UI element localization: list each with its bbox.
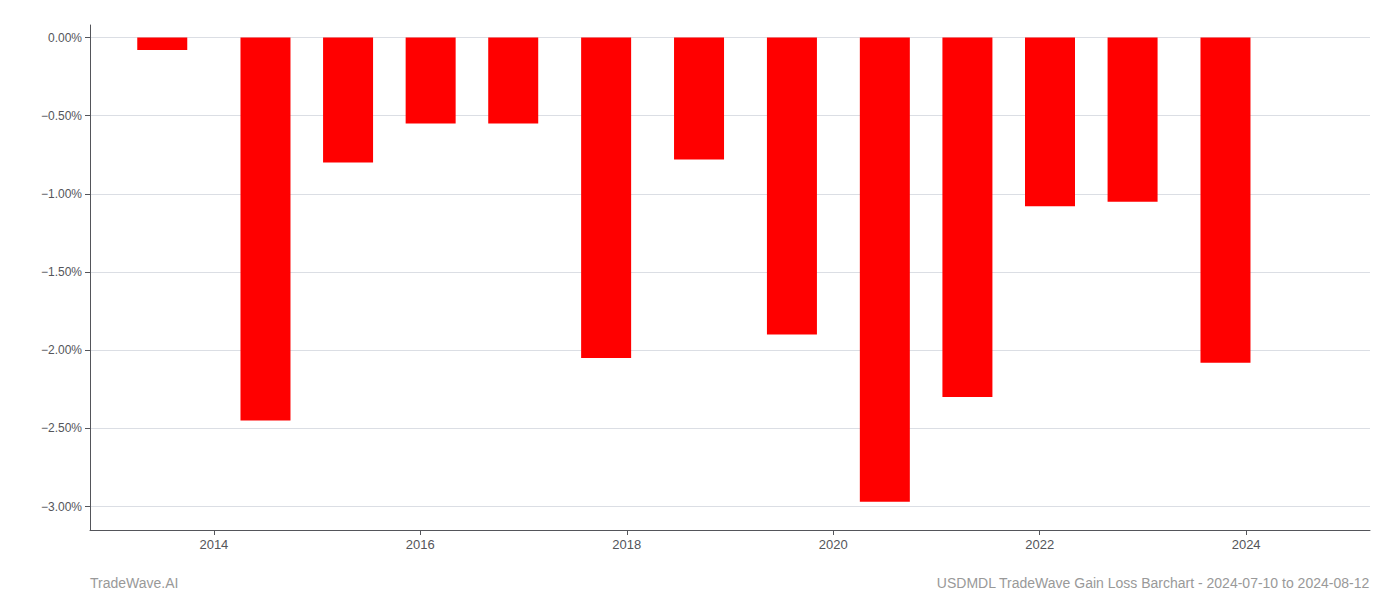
svg-text:−1.50%: −1.50% bbox=[41, 265, 82, 279]
svg-text:USDMDL TradeWave Gain Loss Bar: USDMDL TradeWave Gain Loss Barchart - 20… bbox=[937, 575, 1370, 591]
svg-text:2016: 2016 bbox=[406, 537, 435, 552]
svg-text:2024: 2024 bbox=[1232, 537, 1261, 552]
svg-text:−2.00%: −2.00% bbox=[41, 343, 82, 357]
svg-text:−3.00%: −3.00% bbox=[41, 500, 82, 514]
svg-text:2020: 2020 bbox=[819, 537, 848, 552]
svg-text:2022: 2022 bbox=[1025, 537, 1054, 552]
svg-text:2014: 2014 bbox=[199, 537, 228, 552]
svg-text:−0.50%: −0.50% bbox=[41, 109, 82, 123]
svg-text:−1.00%: −1.00% bbox=[41, 187, 82, 201]
svg-text:−2.50%: −2.50% bbox=[41, 421, 82, 435]
svg-text:0.00%: 0.00% bbox=[48, 31, 82, 45]
svg-text:TradeWave.AI: TradeWave.AI bbox=[90, 575, 178, 591]
svg-text:2018: 2018 bbox=[612, 537, 641, 552]
